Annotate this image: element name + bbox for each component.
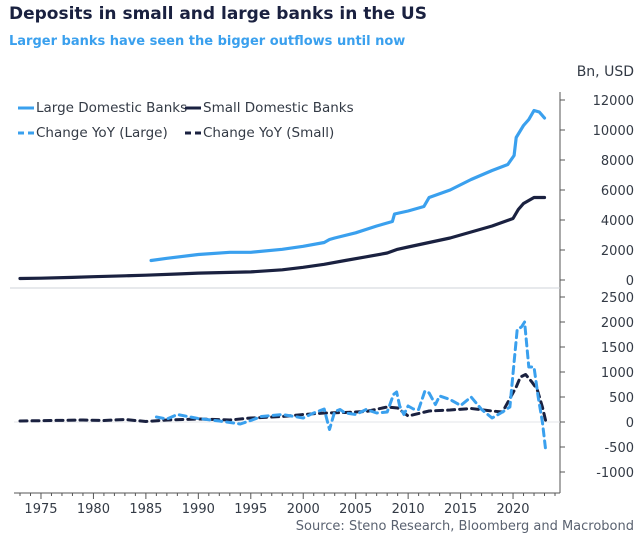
legend-label: Change YoY (Large) — [36, 125, 168, 141]
y-tick-label: 2000 — [601, 244, 634, 259]
y-tick-label: 12000 — [593, 94, 634, 109]
y-tick-label: 1500 — [601, 341, 634, 356]
x-tick-label: 2020 — [496, 502, 529, 517]
y-tick-label: 6000 — [601, 184, 634, 199]
x-tick-label: 1990 — [182, 502, 215, 517]
x-tick-label: 2010 — [392, 502, 425, 517]
y-tick-label: 10000 — [593, 124, 634, 139]
y-tick-label: -500 — [604, 441, 634, 456]
y-tick-label: 2500 — [601, 291, 634, 306]
y-tick-label: 1000 — [601, 366, 634, 381]
y-tick-label: 0 — [626, 274, 634, 289]
y-tick-label: 4000 — [601, 214, 634, 229]
x-tick-label: 1985 — [129, 502, 162, 517]
x-tick-label: 2015 — [444, 502, 477, 517]
series-line-small-domestic-banks — [18, 195, 547, 281]
chart-title: Deposits in small and large banks in the… — [9, 4, 427, 24]
series-line-large-domestic-banks — [149, 108, 547, 263]
legend-label: Change YoY (Small) — [203, 125, 334, 141]
chart-subtitle: Larger banks have seen the bigger outflo… — [9, 34, 406, 49]
y-tick-label: 0 — [626, 416, 634, 431]
x-tick-label: 1995 — [234, 502, 267, 517]
source-note: Source: Steno Research, Bloomberg and Ma… — [295, 519, 634, 534]
legend-label: Small Domestic Banks — [203, 100, 354, 116]
series-layer — [18, 108, 548, 451]
chart-legend: Large Domestic Banks Small Domestic Banks… — [18, 100, 354, 141]
y-axis-unit-label: Bn, USD — [576, 64, 634, 80]
y-tick-label: 500 — [609, 391, 634, 406]
y-tick-label: -1000 — [596, 466, 634, 481]
series-line-change-yoy-large — [154, 320, 548, 451]
legend-label: Large Domestic Banks — [36, 100, 187, 116]
y-tick-label: 8000 — [601, 154, 634, 169]
x-tick-label: 1975 — [24, 502, 57, 517]
series-line-change-yoy-small — [18, 373, 548, 423]
x-tick-label: 2000 — [287, 502, 320, 517]
x-tick-label: 1980 — [77, 502, 110, 517]
x-tick-label: 2005 — [339, 502, 372, 517]
chart-axes: 0 2000 4000 6000 8000 10000 12000 -1000 -500 0 500… — [10, 92, 634, 517]
y-tick-label: 2000 — [601, 316, 634, 331]
